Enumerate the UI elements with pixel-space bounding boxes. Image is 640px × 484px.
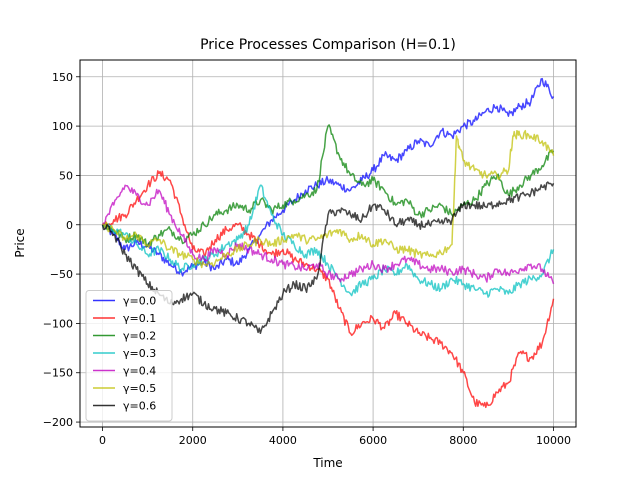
x-axis-label: Time <box>312 456 342 470</box>
y-tick-label: 100 <box>52 120 73 133</box>
legend: γ=0.0 γ=0.1 γ=0.2 γ=0.3 γ=0.4 γ=0.5 γ=0.6 <box>85 290 173 422</box>
x-tick-label: 0 <box>99 434 106 447</box>
legend-label: γ=0.6 <box>123 400 156 413</box>
series-line-1 <box>101 170 555 409</box>
y-axis-ticks: −200 −150 −100 −50 0 50 100 150 <box>43 71 80 429</box>
y-tick-label: 50 <box>59 169 73 182</box>
series-line-6 <box>101 181 555 335</box>
legend-label: γ=0.5 <box>123 382 156 395</box>
legend-label: γ=0.1 <box>123 312 156 325</box>
y-tick-label: 150 <box>52 71 73 84</box>
series-line-3 <box>101 184 555 298</box>
x-axis-ticks: 0 2000 4000 6000 8000 10000 <box>99 427 571 447</box>
x-tick-label: 6000 <box>359 434 387 447</box>
y-tick-label: 0 <box>66 219 73 232</box>
series-line-4 <box>101 184 555 285</box>
legend-label: γ=0.4 <box>123 365 156 378</box>
axes-frame <box>79 59 577 428</box>
series-line-2 <box>102 124 555 248</box>
chart-title: Price Processes Comparison (H=0.1) <box>200 37 456 53</box>
plot-lines <box>101 77 555 409</box>
series-line-5 <box>102 129 555 269</box>
x-tick-label: 4000 <box>269 434 297 447</box>
y-tick-label: −100 <box>43 317 73 330</box>
x-tick-label: 8000 <box>449 434 477 447</box>
legend-label: γ=0.2 <box>123 330 156 343</box>
y-tick-label: −150 <box>43 367 73 380</box>
y-tick-label: −50 <box>50 268 73 281</box>
series-line-0 <box>102 77 555 277</box>
x-tick-label: 2000 <box>179 434 207 447</box>
x-tick-label: 10000 <box>536 434 571 447</box>
y-tick-label: −200 <box>43 416 73 429</box>
legend-label: γ=0.0 <box>123 295 156 308</box>
y-axis-label: Price <box>13 228 27 257</box>
legend-label: γ=0.3 <box>123 347 156 360</box>
